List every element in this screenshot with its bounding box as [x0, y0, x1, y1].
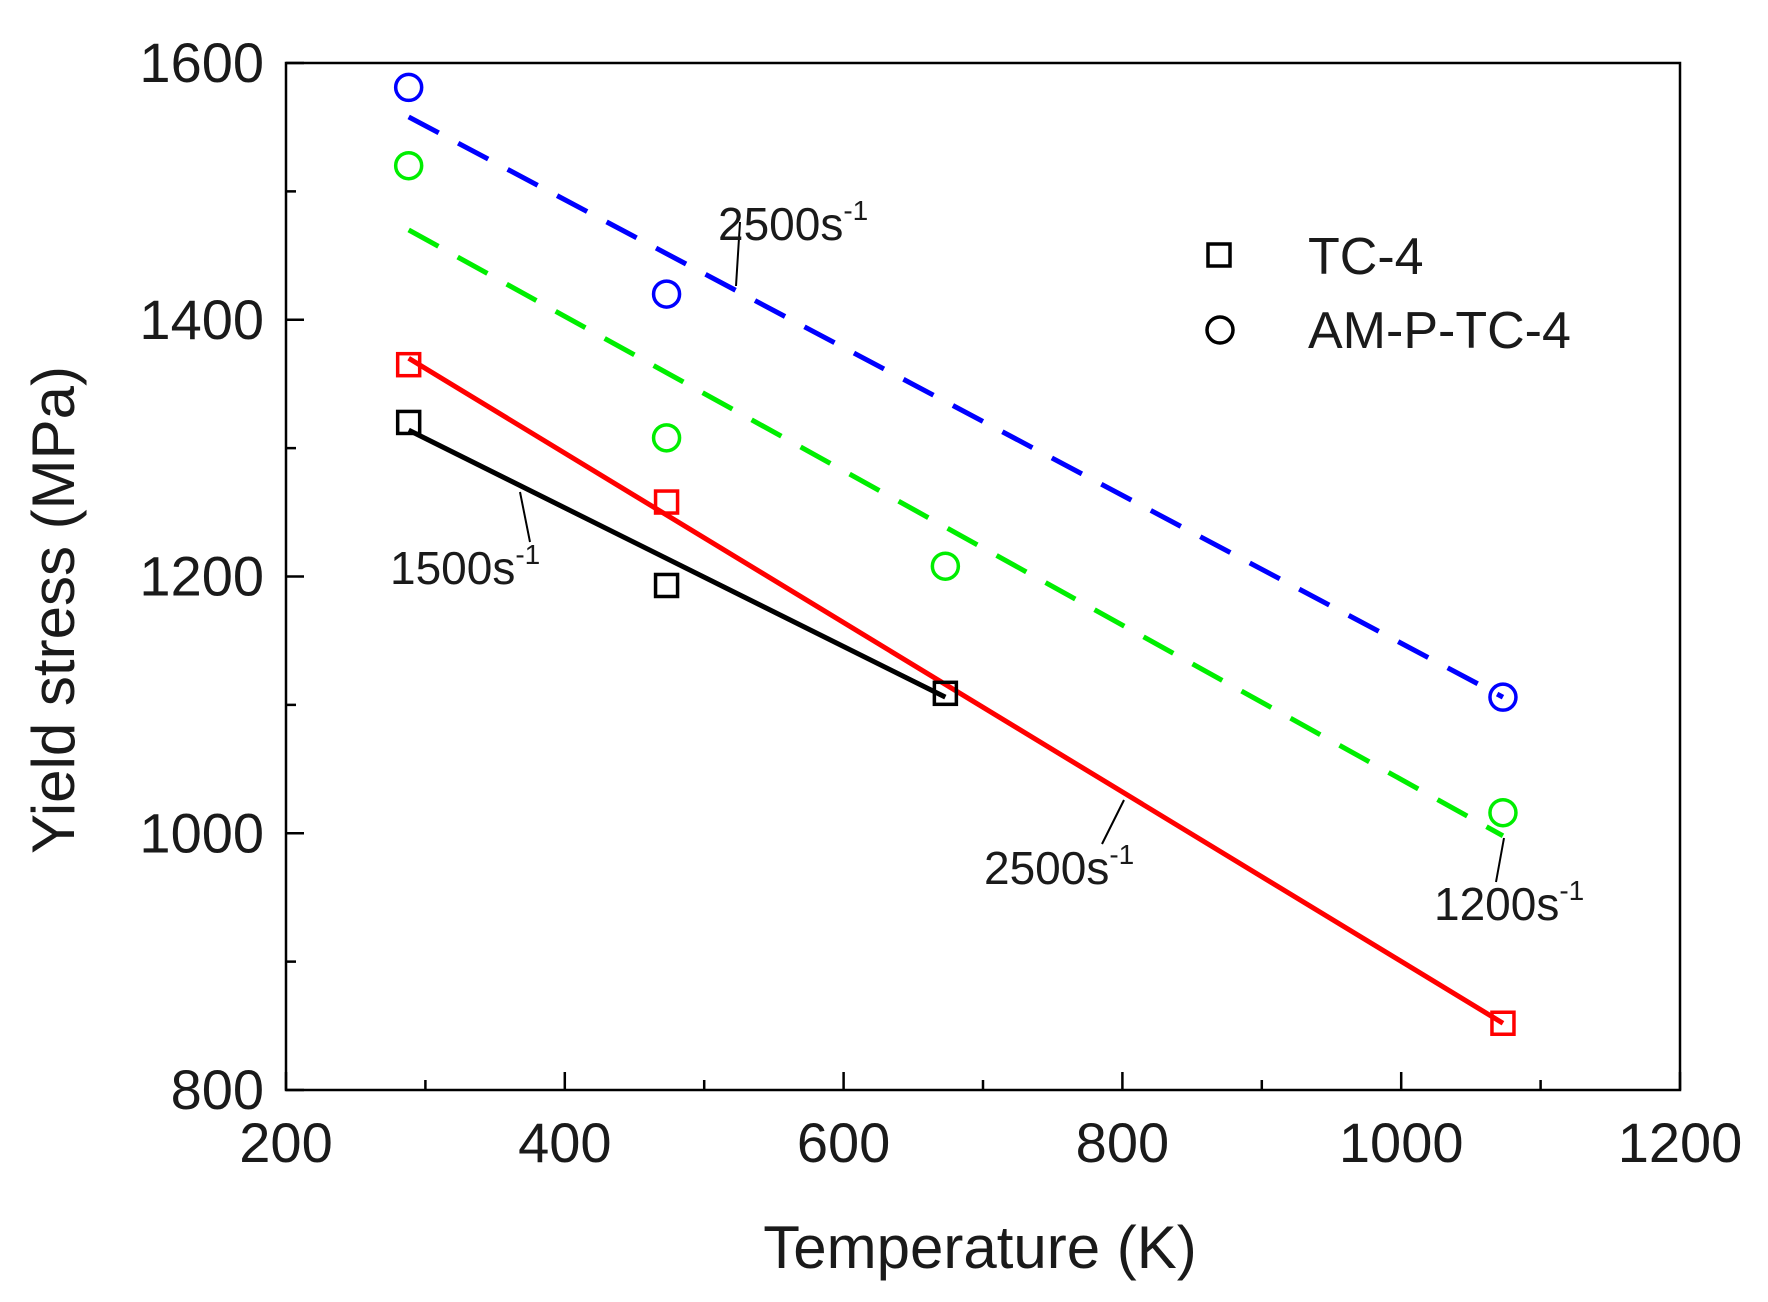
annotation-black-1500-base: 1500s [390, 542, 515, 594]
square-marker [1490, 1010, 1516, 1036]
annotation-leader-blue-2500 [735, 221, 741, 287]
x-tick-label: 400 [518, 1111, 611, 1174]
annotation-red-2500-sup: -1 [1109, 839, 1134, 870]
circle-marker [1488, 682, 1518, 712]
annotation-leader-black-1500 [519, 491, 531, 543]
circle-marker [393, 72, 424, 103]
circle-marker [651, 423, 682, 453]
square-marker [395, 409, 422, 436]
fit-line [407, 227, 1505, 839]
circle-marker [930, 551, 961, 581]
legend-square-marker [1206, 242, 1232, 268]
annotation-leader-red-2500 [1101, 799, 1125, 845]
x-axis-label: Temperature (K) [763, 1214, 1196, 1281]
x-tick-label: 200 [239, 1111, 332, 1174]
y-tick-label: 1600 [139, 31, 264, 94]
annotation-green-1200: 1200s-1 [1434, 875, 1584, 930]
annotation-red-2500-base: 2500s [984, 842, 1109, 894]
circle-marker [1488, 797, 1518, 828]
x-tick-label: 1000 [1339, 1111, 1464, 1174]
legend-circle-marker [1205, 315, 1235, 345]
y-tick-label: 1200 [139, 545, 264, 608]
axis-tick-labels: 200 400 600 800 1000 1200 800 1000 1200 1400 1600 [139, 31, 1742, 1174]
square-marker [653, 572, 680, 599]
y-tick-label: 800 [171, 1058, 264, 1121]
legend-label-am-p-tc4: AM-P-TC-4 [1308, 302, 1571, 360]
y-axis-label: Yield stress (MPa) [20, 366, 87, 854]
annotation-blue-2500-sup: -1 [843, 195, 868, 226]
annotation-green-1200-base: 1200s [1434, 878, 1559, 930]
circle-marker [393, 150, 424, 181]
y-tick-label: 1000 [139, 801, 264, 864]
data-markers [393, 72, 1518, 1036]
circle-marker [651, 279, 682, 309]
square-marker [932, 680, 959, 707]
annotation-blue-2500-base: 2500s [718, 198, 843, 250]
annotation-green-1200-sup: -1 [1559, 875, 1584, 906]
annotation-blue-2500: 2500s-1 [718, 195, 868, 250]
y-tick-label: 1400 [139, 288, 264, 351]
annotation-black-1500-sup: -1 [515, 539, 540, 570]
fit-line [407, 427, 947, 700]
square-marker [395, 351, 422, 378]
legend: TC-4 AM-P-TC-4 [1205, 228, 1571, 360]
fit-line [407, 114, 1505, 700]
square-marker [653, 489, 680, 515]
annotation-red-2500: 2500s-1 [984, 839, 1134, 894]
annotation-leader-green-1200 [1495, 837, 1505, 883]
x-tick-label: 600 [797, 1111, 890, 1174]
legend-label-tc4: TC-4 [1308, 228, 1424, 286]
x-tick-label: 1200 [1618, 1111, 1743, 1174]
annotation-black-1500: 1500s-1 [390, 539, 540, 594]
strain-rate-annotations: 2500s-1 1500s-1 2500s-1 1200s-1 [390, 195, 1584, 930]
axis-ticks [284, 61, 1682, 1092]
x-tick-label: 800 [1076, 1111, 1169, 1174]
